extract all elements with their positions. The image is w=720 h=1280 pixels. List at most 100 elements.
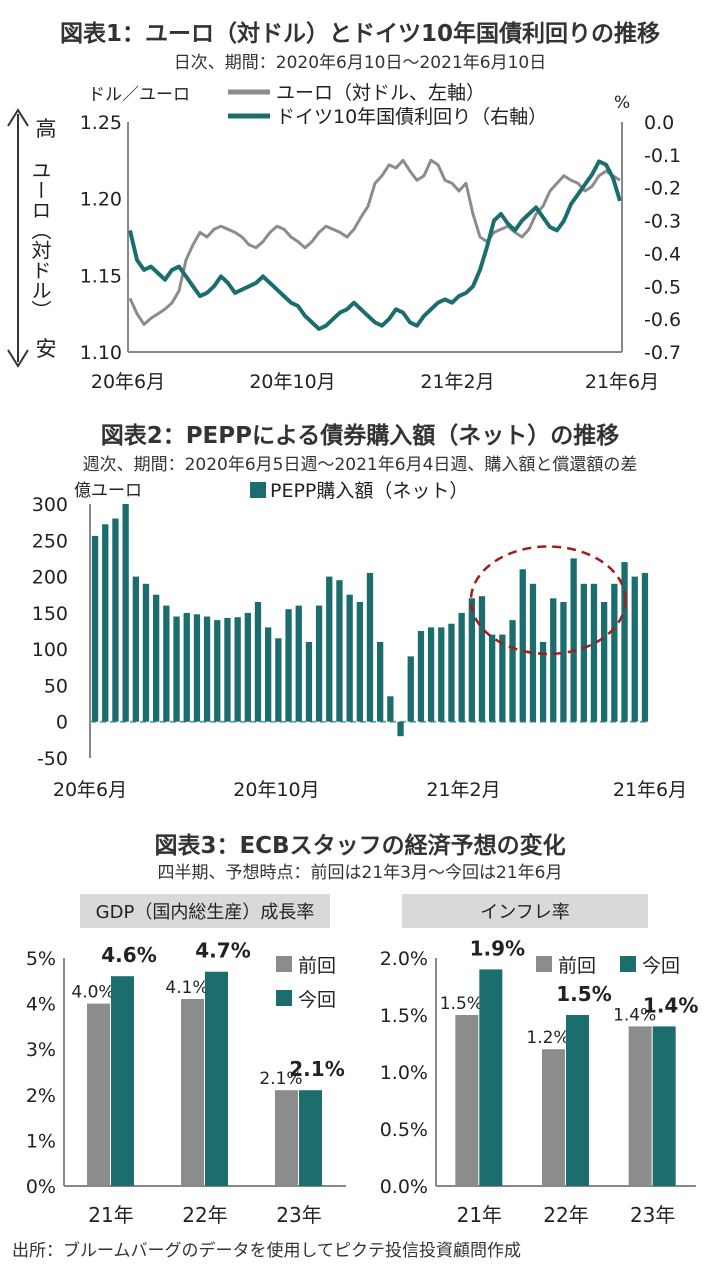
fig3-header-bg bbox=[80, 894, 330, 928]
fig3-category: 23年 bbox=[630, 1203, 675, 1227]
current-forecast-bar bbox=[299, 1090, 322, 1186]
euro-usd-line bbox=[128, 158, 621, 326]
pepp-bar bbox=[519, 569, 526, 722]
previous-forecast-bar bbox=[628, 1026, 652, 1186]
pepp-bar bbox=[499, 634, 506, 722]
pepp-bar bbox=[448, 623, 455, 722]
previous-value-label: 4.0% bbox=[71, 983, 114, 1003]
fig1-x-tick: 21年2月 bbox=[420, 371, 494, 393]
pepp-bar bbox=[539, 641, 547, 722]
pepp-bar bbox=[224, 617, 231, 722]
fig2-y-tick: 50 bbox=[44, 675, 68, 697]
pepp-bar bbox=[377, 641, 384, 722]
current-forecast-bar bbox=[111, 976, 134, 1186]
fig2-x-tick: 21年2月 bbox=[426, 779, 500, 801]
pepp-bar bbox=[275, 638, 282, 722]
fig2-y-tick: 200 bbox=[32, 567, 68, 589]
fig3-category: 22年 bbox=[182, 1203, 227, 1227]
pepp-bar bbox=[203, 616, 211, 722]
previous-value-label: 4.1% bbox=[165, 978, 208, 998]
gdp-forecast-chart: GDP（国内総生産）成長率 5% 4% 3% 2% 1% 0% 21年 4.0% 4.6% 22年 4… bbox=[26, 894, 346, 1227]
highlight-ellipse bbox=[469, 545, 627, 656]
fig3-header: GDP（国内総生産）成長率 bbox=[96, 902, 315, 923]
fig2-y-tick: 150 bbox=[32, 603, 68, 625]
pepp-bar bbox=[468, 598, 475, 722]
fig3-y-tick: 1.5% bbox=[380, 1005, 428, 1027]
pepp-bar bbox=[305, 641, 313, 722]
fig1-legend-label: ドイツ10年国債利回り（右軸） bbox=[276, 106, 547, 128]
fig3-legend-label: 前回 bbox=[558, 955, 596, 977]
pepp-bar bbox=[438, 627, 445, 722]
fig2-legend-label: PEPP購入額（ネット） bbox=[270, 480, 468, 502]
fig1-legend-label: ユーロ（対ドル、左軸） bbox=[276, 82, 485, 104]
previous-value-label: 1.2% bbox=[526, 1028, 569, 1048]
fig1-x-tick: 21年6月 bbox=[585, 371, 659, 393]
pepp-bar bbox=[254, 602, 262, 722]
fig3-legend-swatch bbox=[620, 956, 636, 972]
inflation-forecast-chart: インフレ率 2.0% 1.5% 1.0% 0.5% 0.0% 21年 1.5% 1.9% 22年 1… bbox=[380, 894, 698, 1227]
pepp-bar bbox=[631, 576, 638, 722]
fig1-left-tick: 1.10 bbox=[80, 342, 122, 364]
pepp-bar bbox=[112, 518, 119, 722]
fig1-right-tick: -0.2 bbox=[644, 178, 681, 200]
fig3-y-tick: 2.0% bbox=[380, 948, 428, 970]
current-value-label: 1.9% bbox=[470, 936, 525, 960]
pepp-bar bbox=[295, 605, 302, 722]
pepp-bar bbox=[590, 583, 598, 722]
fig2-unit: 億ユーロ bbox=[74, 481, 142, 501]
fig3-y-tick: 4% bbox=[26, 994, 56, 1016]
current-value-label: 4.6% bbox=[101, 943, 156, 967]
pepp-bar bbox=[285, 609, 292, 722]
pepp-bar bbox=[621, 562, 628, 722]
previous-value-label: 1.4% bbox=[613, 1005, 656, 1025]
previous-forecast-bar bbox=[542, 1049, 565, 1186]
previous-forecast-bar bbox=[87, 1003, 110, 1186]
pepp-bar bbox=[407, 656, 414, 722]
pepp-bar bbox=[387, 696, 394, 722]
pepp-bar bbox=[183, 612, 190, 722]
fig3-category: 21年 bbox=[457, 1203, 502, 1227]
previous-forecast-bar bbox=[455, 1015, 479, 1186]
fig3-legend-swatch bbox=[536, 956, 552, 972]
fig3-legend-label: 今回 bbox=[642, 955, 680, 977]
fig1-left-tick: 1.15 bbox=[80, 265, 122, 287]
fig2-y-tick: -50 bbox=[37, 748, 68, 770]
fig2-y-tick: 300 bbox=[32, 494, 68, 516]
fig3-y-tick: 0.0% bbox=[380, 1176, 428, 1198]
fig1-right-tick: -0.3 bbox=[644, 211, 681, 233]
pepp-bar bbox=[153, 594, 160, 722]
pepp-bar bbox=[91, 535, 99, 722]
fig1-left-tick: 1.25 bbox=[80, 112, 122, 134]
fig1-right-tick: -0.5 bbox=[644, 276, 681, 298]
previous-value-label: 1.5% bbox=[440, 994, 483, 1014]
fig1-left-unit: ドル／ユーロ bbox=[88, 85, 190, 105]
pepp-bar bbox=[346, 594, 353, 722]
fig3-legend-label: 前回 bbox=[298, 955, 336, 977]
fig3-y-tick: 0% bbox=[26, 1176, 56, 1198]
pepp-bar bbox=[478, 596, 486, 722]
pepp-bar bbox=[132, 576, 139, 722]
fig3-category: 21年 bbox=[88, 1203, 133, 1227]
pepp-bar bbox=[601, 602, 608, 722]
fig2-bar-chart: 300 250 200 150 100 50 0 -50 億ユーロ 20年6月 20年10月 21年2… bbox=[32, 480, 687, 801]
fig1-right-tick: -0.6 bbox=[644, 309, 681, 331]
previous-forecast-bar bbox=[275, 1090, 298, 1186]
pepp-bar bbox=[193, 614, 201, 722]
fig3-subtitle: 四半期、予想時点：前回は21年3月～今回は21年6月 bbox=[157, 863, 563, 883]
fig1-line-chart: ドル／ユーロ % 1.25 1.20 1.15 1.10 0.0 -0.1 -0.2 -0.3 -0… bbox=[7, 82, 681, 393]
pepp-bar bbox=[570, 558, 577, 722]
fig2-x-tick: 20年10月 bbox=[233, 779, 319, 801]
fig1-title: 図表1：ユーロ（対ドル）とドイツ10年国債利回りの推移 bbox=[59, 21, 660, 47]
pepp-bar bbox=[397, 721, 404, 737]
bund-yield-line bbox=[128, 159, 622, 331]
current-value-label: 1.4% bbox=[643, 993, 698, 1017]
pepp-bar bbox=[244, 612, 251, 722]
pepp-bar bbox=[336, 580, 343, 722]
fig2-subtitle: 週次、期間：2020年6月5日週～2021年6月4日週、購入額と償還額の差 bbox=[82, 455, 638, 475]
pepp-bar bbox=[641, 572, 649, 722]
fig1-left-tick: 1.20 bbox=[80, 189, 122, 211]
pepp-bar bbox=[550, 598, 557, 722]
fig1-arrow-up-head bbox=[7, 108, 29, 127]
pepp-bar bbox=[326, 576, 333, 722]
fig1-right-tick: 0.0 bbox=[644, 112, 674, 134]
